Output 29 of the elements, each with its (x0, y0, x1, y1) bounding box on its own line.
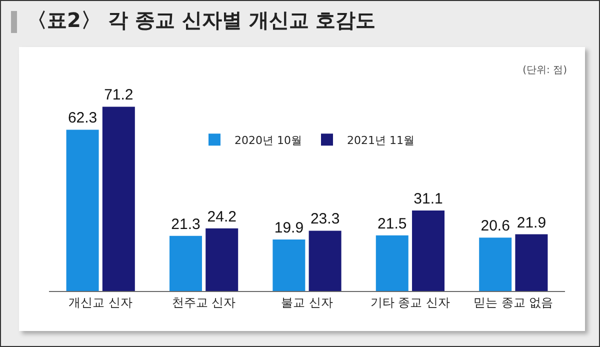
data-label: 23.3 (310, 210, 340, 228)
x-tick-label: 개신교 신자 (68, 295, 133, 310)
data-label: 21.3 (171, 216, 200, 233)
x-tick-label: 믿는 종교 없음 (474, 295, 554, 310)
data-label: 21.9 (516, 214, 546, 232)
bar (412, 210, 445, 291)
x-tick-label: 천주교 신자 (172, 295, 236, 310)
bar (515, 234, 548, 291)
bar (376, 235, 408, 291)
text: (단위: 점) (522, 64, 567, 77)
chart-title: 〈표2〉 각 종교 신자별 개신교 호감도 (27, 7, 376, 34)
bar (479, 238, 512, 291)
data-label: 20.6 (480, 218, 510, 235)
legend-label: 2020년 10월 (234, 134, 302, 147)
x-tick-label: 기타 종교 신자 (370, 295, 450, 310)
bar (272, 239, 306, 291)
data-label: 31.1 (414, 190, 443, 208)
data-label: 19.9 (274, 219, 304, 236)
bar (308, 230, 342, 291)
data-label: 62.3 (68, 110, 98, 127)
legend-label: 2021년 11월 (347, 134, 414, 147)
bar (169, 236, 202, 291)
data-label: 21.5 (378, 215, 407, 232)
bar (102, 106, 135, 291)
x-tick-label: 불교 신자 (281, 295, 333, 310)
bar (206, 228, 238, 291)
bar (66, 130, 99, 291)
data-label: 24.2 (207, 208, 236, 226)
data-label: 71.2 (104, 86, 134, 104)
